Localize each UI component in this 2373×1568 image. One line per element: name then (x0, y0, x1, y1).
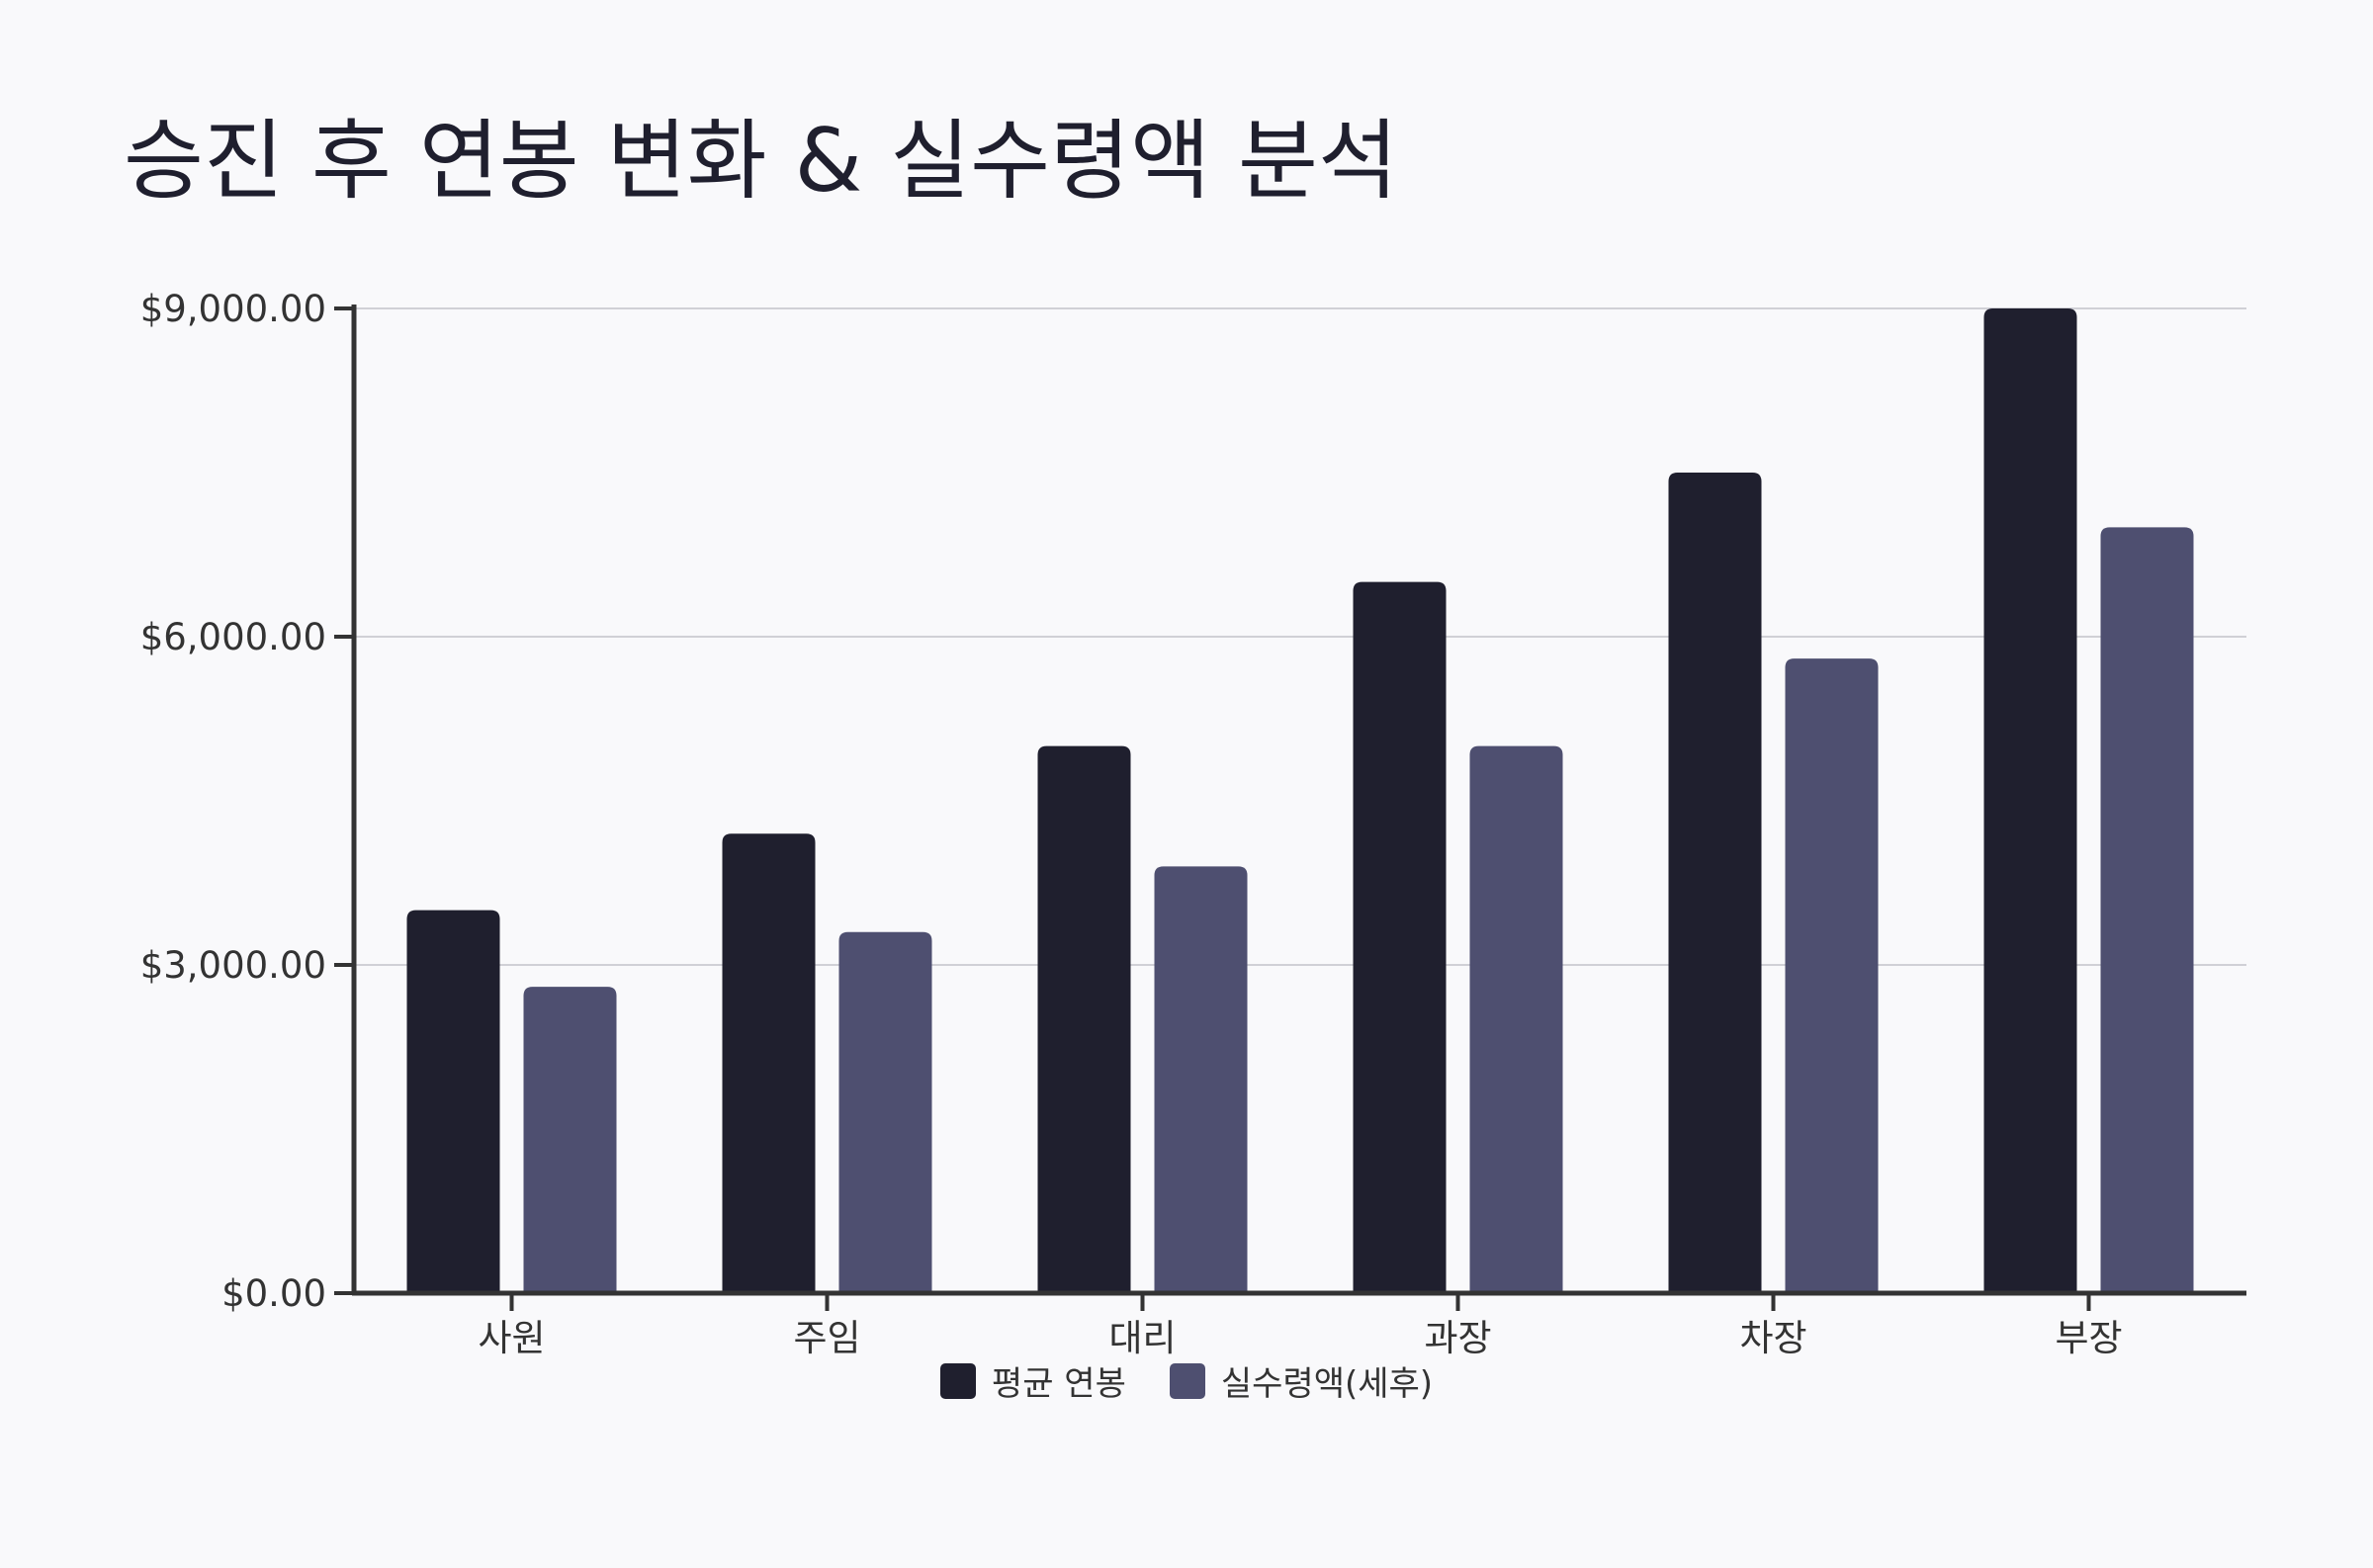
x-tick-label: 대리 (1108, 1317, 1176, 1359)
legend-item: 실수령액(세후) (1169, 1356, 1434, 1405)
chart-title: 승진 후 연봉 변화 & 실수령액 분석 (124, 110, 1398, 212)
y-tick-label: $9,000.00 (140, 288, 326, 330)
legend-swatch (1169, 1362, 1205, 1399)
bar-net-pay-0 (523, 987, 617, 1293)
x-tick-label: 과장 (1424, 1317, 1491, 1359)
bar-net-pay-1 (838, 931, 932, 1293)
gridlines (354, 307, 2246, 966)
legend: 평균 연봉 실수령액(세후) (0, 1356, 2373, 1405)
bar-avg-salary-1 (722, 833, 816, 1293)
bar-net-pay-2 (1154, 866, 1248, 1293)
y-tick-label: $6,000.00 (140, 616, 326, 658)
x-tick-label: 사원 (478, 1317, 545, 1359)
bar-net-pay-4 (1785, 658, 1879, 1293)
bar-net-pay-3 (1469, 745, 1563, 1293)
axis-labels: $0.00 $3,000.00 $6,000.00 $9,000.00 사원 주임 대리 과장… (140, 288, 2123, 1359)
x-tick-label: 부장 (2055, 1317, 2122, 1359)
y-tick-label: $3,000.00 (140, 944, 326, 987)
bar-avg-salary-0 (406, 910, 500, 1293)
y-tick-label: $0.00 (221, 1272, 326, 1315)
bars (406, 308, 2194, 1293)
legend-label: 평균 연봉 (991, 1364, 1126, 1404)
bar-avg-salary-2 (1037, 745, 1131, 1293)
bar-avg-salary-4 (1668, 473, 1762, 1293)
x-tick-label: 주임 (793, 1317, 860, 1359)
bar-avg-salary-3 (1353, 581, 1447, 1293)
legend-swatch (939, 1362, 976, 1399)
axes (334, 305, 2246, 1311)
bar-net-pay-5 (2100, 527, 2194, 1293)
legend-label: 실수령액(세후) (1220, 1364, 1434, 1404)
legend-item: 평균 연봉 (939, 1356, 1126, 1405)
bar-avg-salary-5 (1983, 308, 2077, 1293)
x-tick-label: 차장 (1739, 1317, 1806, 1359)
